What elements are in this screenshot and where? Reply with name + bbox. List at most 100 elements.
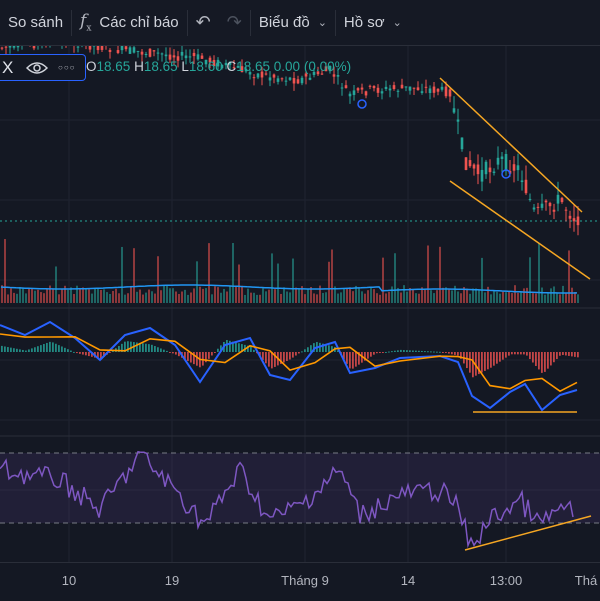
volume-bar xyxy=(157,256,159,303)
macd-histogram-bar xyxy=(79,352,81,354)
volume-bar xyxy=(181,291,183,303)
volume-bar xyxy=(493,290,495,303)
channel-lower-trendline[interactable] xyxy=(449,180,591,280)
event-marker xyxy=(501,169,511,179)
volume-bar xyxy=(496,291,498,303)
volume-bar xyxy=(37,289,39,303)
volume-bar xyxy=(46,289,48,303)
macd-histogram-bar xyxy=(373,352,375,355)
volume-bar xyxy=(397,287,399,303)
volume-bar xyxy=(415,293,417,303)
macd-histogram-bar xyxy=(466,352,468,369)
macd-histogram-bar xyxy=(409,350,411,352)
chevron-down-icon: ⌄ xyxy=(317,17,327,29)
volume-bar xyxy=(112,290,114,303)
undo-button[interactable]: ↶ xyxy=(188,0,219,46)
volume-bar xyxy=(454,285,456,303)
volume-bar xyxy=(52,288,54,303)
macd-histogram-bar xyxy=(34,347,36,352)
undo-icon: ↶ xyxy=(195,12,211,32)
macd-histogram-bar xyxy=(517,352,519,355)
candle-body xyxy=(464,157,468,170)
volume-bar xyxy=(94,287,96,303)
macd-histogram-bar xyxy=(250,346,252,352)
macd-histogram-bar xyxy=(157,347,159,352)
candle-body xyxy=(212,60,216,67)
candle-body xyxy=(544,200,548,203)
toolbar-divider xyxy=(186,9,188,36)
volume-bar xyxy=(529,257,531,303)
volume-bar xyxy=(154,293,156,303)
volume-bar xyxy=(466,288,468,303)
macd-histogram-bar xyxy=(562,352,564,355)
macd-histogram-bar xyxy=(439,351,441,353)
candle-body xyxy=(240,66,244,73)
volume-bar xyxy=(445,287,447,303)
candle-body xyxy=(176,56,180,61)
candle-body xyxy=(248,72,252,75)
macd-histogram-bar xyxy=(349,352,351,369)
macd-histogram-bar xyxy=(358,352,360,365)
macd-histogram-bar xyxy=(559,352,561,356)
volume-bar xyxy=(16,293,18,303)
more-options-button[interactable]: ○○○ xyxy=(58,63,76,72)
macd-histogram-bar xyxy=(391,351,393,353)
macd-histogram-bar xyxy=(394,350,396,352)
volume-bar xyxy=(130,287,132,303)
candle-body xyxy=(348,93,352,97)
volume-bar xyxy=(577,294,579,303)
candle-body xyxy=(272,74,276,78)
volume-bar xyxy=(448,289,450,303)
macd-histogram-bar xyxy=(268,352,270,367)
redo-button[interactable]: ↷ xyxy=(219,0,250,46)
indicators-label: Các chỉ báo xyxy=(99,14,179,31)
macd-histogram-bar xyxy=(271,352,273,369)
macd-histogram-bar xyxy=(52,342,54,352)
macd-histogram-bar xyxy=(457,352,459,356)
candle-body xyxy=(196,54,200,60)
volume-bar xyxy=(1,285,3,303)
macd-histogram-bar xyxy=(127,341,129,352)
volume-bar xyxy=(343,288,345,303)
volume-bar xyxy=(277,263,279,303)
candle-body xyxy=(480,169,484,182)
channel-upper-trendline[interactable] xyxy=(439,77,583,213)
macd-histogram-bar xyxy=(451,352,453,355)
candle-body xyxy=(132,47,136,53)
close-series-button[interactable]: X xyxy=(2,57,14,77)
profile-menu-button[interactable]: Hồ sơ ⌄ xyxy=(336,0,410,46)
volume-bar xyxy=(382,257,384,303)
macd-histogram-bar xyxy=(220,345,222,352)
macd-histogram-bar xyxy=(10,347,12,352)
volume-bar xyxy=(310,286,312,303)
trend-lines[interactable] xyxy=(439,77,592,551)
eye-icon[interactable] xyxy=(26,61,48,75)
chart-canvas[interactable] xyxy=(0,46,600,562)
macd-histogram-bar xyxy=(490,352,492,368)
candle-body xyxy=(96,46,100,51)
volume-bar xyxy=(352,291,354,303)
macd-histogram-bar xyxy=(265,352,267,364)
time-axis[interactable]: 10 19 Tháng 9 14 13:00 Thá xyxy=(0,562,600,601)
volume-bar xyxy=(295,287,297,303)
chart-menu-button[interactable]: Biểu đồ ⌄ xyxy=(251,0,335,46)
macd-histogram-bar xyxy=(178,352,180,357)
volume-bar xyxy=(340,292,342,303)
macd-histogram-bar xyxy=(568,352,570,356)
rsi-trendline[interactable] xyxy=(464,515,592,551)
compare-button[interactable]: So sánh xyxy=(0,0,71,46)
indicators-button[interactable]: fx Các chỉ báo xyxy=(72,0,187,46)
candle-body xyxy=(496,157,500,165)
candle-body xyxy=(280,78,284,80)
volume-bar xyxy=(553,286,555,303)
candle-body xyxy=(460,137,464,150)
macd-histogram-bar xyxy=(367,352,369,359)
candle-body xyxy=(4,46,8,48)
macd-histogram-bar xyxy=(295,352,297,356)
candle-body xyxy=(520,180,524,183)
volume-bar xyxy=(565,293,567,303)
volume-bar xyxy=(4,239,6,303)
candle-body xyxy=(128,47,132,54)
toolbar-divider xyxy=(249,9,251,36)
macd-histogram-bar xyxy=(145,343,147,352)
